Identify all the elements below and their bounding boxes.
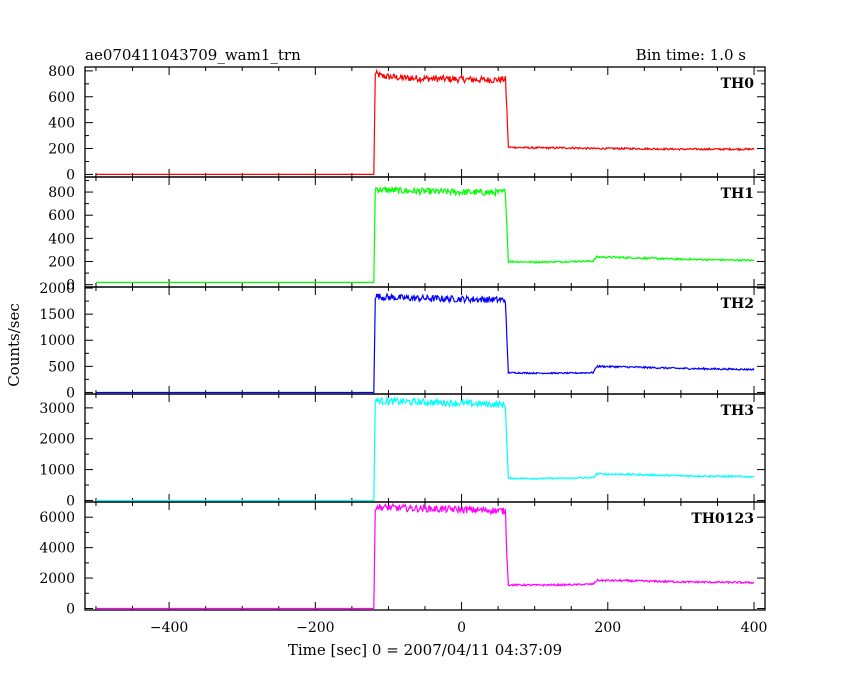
y-tick-label: 0 — [66, 278, 75, 294]
y-tick-label: 3000 — [39, 401, 75, 417]
panel-th0123: 0 2000 4000 6000 TH0123 — [39, 501, 766, 617]
y-tick-label: 1500 — [39, 307, 75, 323]
y-tick-label: 1000 — [39, 463, 75, 479]
panel-frame — [84, 393, 766, 503]
panel-frame — [84, 176, 766, 288]
y-tick-label: 2000 — [39, 432, 75, 448]
series-label-th0: TH0 — [721, 76, 755, 92]
series-line-th0123 — [95, 502, 755, 610]
y-tick-label: 200 — [48, 142, 75, 158]
panels-group: 0 200 400 600 800 TH0 0 200 400 600 800 TH1 0 500 1000… — [39, 64, 766, 617]
y-tick-label: 500 — [48, 359, 75, 375]
panel-th1: 0 200 400 600 800 TH1 — [48, 176, 766, 294]
chart-title: ae070411043709_wam1_trn — [85, 46, 301, 64]
panel-th2: 0 500 1000 1500 2000 TH2 — [39, 281, 766, 401]
y-axis-label: Counts/sec — [5, 303, 23, 387]
series-line-th3 — [95, 395, 755, 502]
panel-frame — [84, 501, 766, 611]
y-tick-label: 800 — [48, 64, 75, 80]
y-tick-label: 600 — [48, 90, 75, 106]
y-tick-label: 200 — [48, 255, 75, 271]
y-tick-label: 6000 — [39, 510, 75, 526]
y-tick-label: 400 — [48, 116, 75, 132]
panel-th0: 0 200 400 600 800 TH0 — [48, 64, 766, 183]
series-line-th2 — [95, 292, 755, 394]
x-tick-label: −400 — [150, 620, 188, 636]
series-label-th2: TH2 — [721, 296, 754, 312]
series-line-th1 — [95, 185, 755, 283]
y-tick-label: 600 — [48, 208, 75, 224]
y-tick-label: 0 — [66, 601, 75, 617]
y-tick-label: 0 — [66, 385, 75, 401]
x-tick-label: −200 — [296, 620, 334, 636]
panel-frame — [84, 66, 766, 178]
y-tick-label: 400 — [48, 231, 75, 247]
series-label-th0123: TH0123 — [691, 511, 754, 527]
y-tick-label: 800 — [48, 185, 75, 201]
bin-time-label: Bin time: 1.0 s — [636, 46, 746, 64]
panel-th3: 0 1000 2000 3000 TH3 — [39, 393, 766, 509]
y-tick-label: 2000 — [39, 571, 75, 587]
series-line-th0 — [95, 68, 755, 176]
x-tick-label: 0 — [457, 620, 466, 636]
x-axis: −400 −200 0 200 400 — [150, 620, 768, 636]
panel-frame — [84, 286, 766, 395]
y-tick-label: 0 — [66, 167, 75, 183]
x-axis-label: Time [sec] 0 = 2007/04/11 04:37:09 — [288, 641, 562, 659]
y-tick-label: 4000 — [39, 541, 75, 557]
series-label-th3: TH3 — [721, 403, 754, 419]
x-tick-label: 400 — [741, 620, 768, 636]
series-label-th1: TH1 — [721, 186, 754, 202]
y-tick-label: 2000 — [39, 281, 75, 297]
x-tick-label: 200 — [594, 620, 621, 636]
y-tick-label: 0 — [66, 493, 75, 509]
y-tick-label: 1000 — [39, 333, 75, 349]
